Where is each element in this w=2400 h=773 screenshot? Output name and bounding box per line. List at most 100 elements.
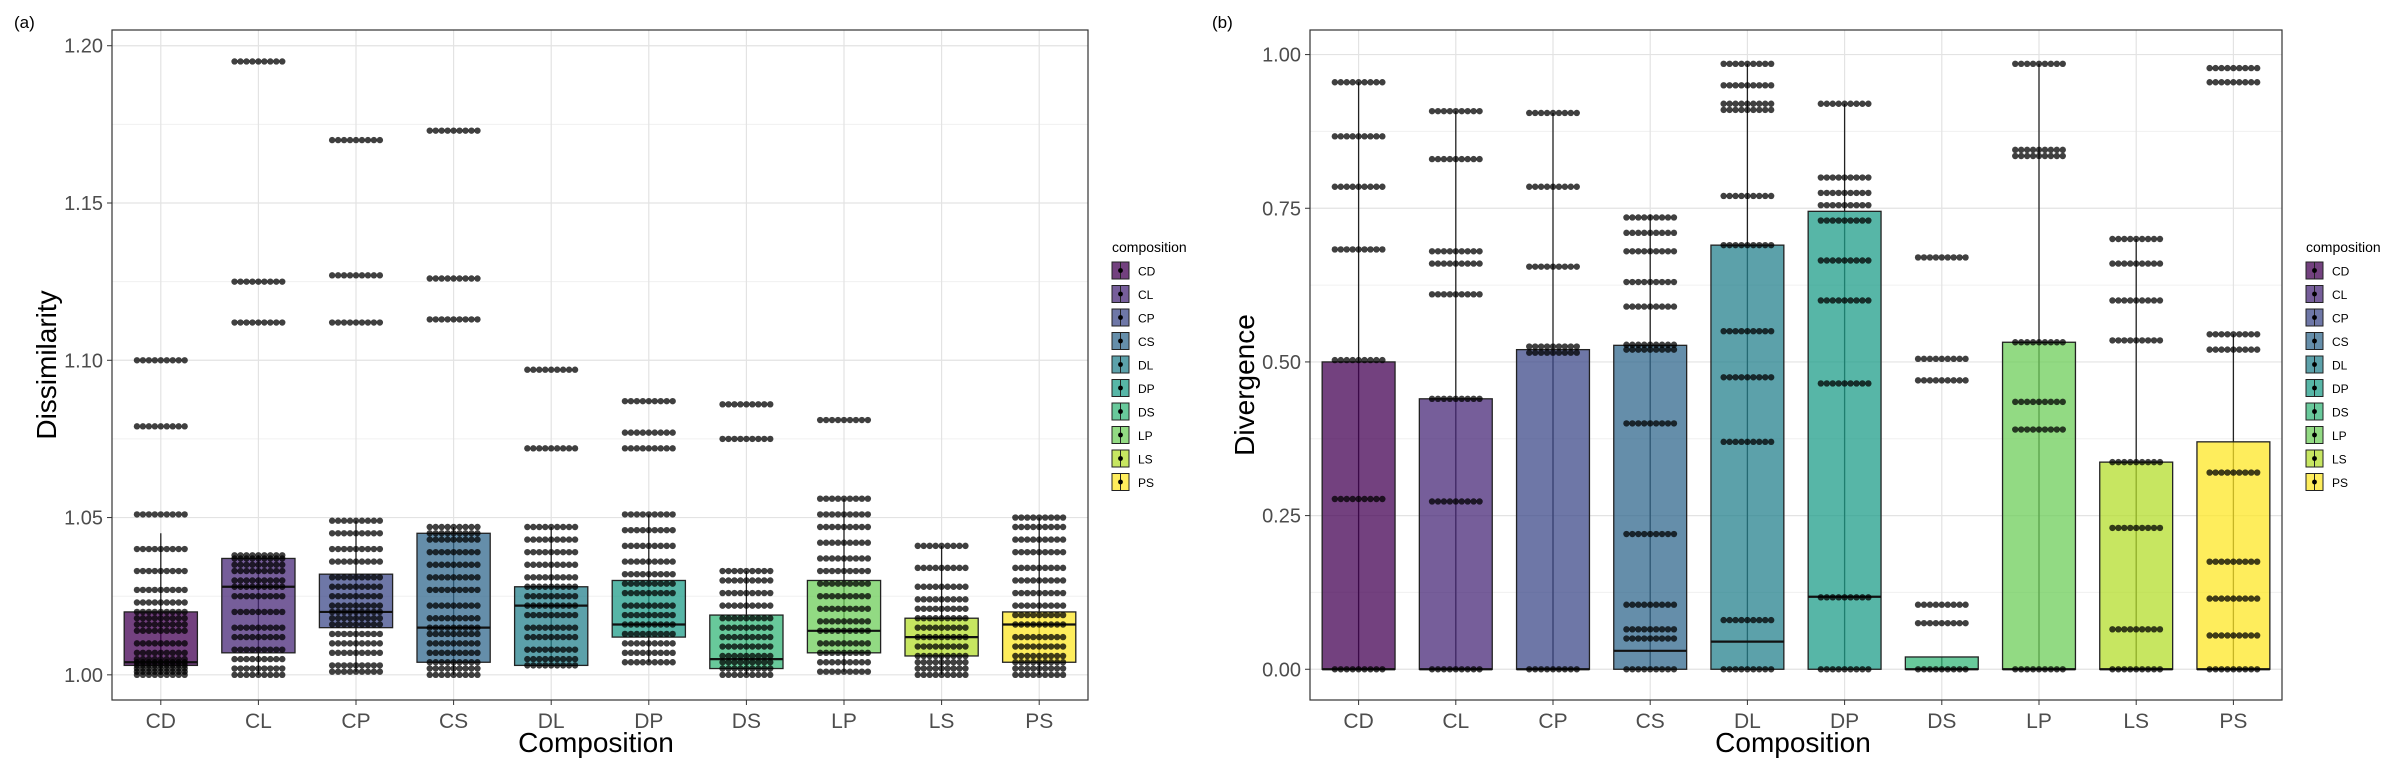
data-point (334, 668, 342, 675)
data-point (1036, 548, 1043, 556)
data-point (621, 429, 629, 436)
data-point (1744, 374, 1751, 381)
data-point (462, 548, 469, 556)
data-point (737, 435, 744, 443)
data-point (1458, 107, 1465, 115)
data-point (231, 646, 238, 653)
data-point (1458, 666, 1465, 673)
data-point (548, 583, 555, 590)
data-point (139, 423, 147, 430)
data-point (1373, 79, 1380, 86)
data-point (279, 278, 286, 285)
box-ds (1904, 254, 1979, 673)
data-point (737, 401, 744, 408)
data-point (279, 646, 286, 653)
data-point (261, 646, 268, 653)
data-point (237, 608, 244, 616)
data-point (1738, 192, 1745, 200)
data-point (950, 671, 957, 679)
data-point (243, 561, 250, 568)
data-point (1926, 601, 1934, 608)
data-point (1018, 671, 1025, 679)
data-point (1944, 355, 1951, 363)
data-point (2206, 558, 2213, 565)
data-point (2121, 626, 2128, 633)
data-point (370, 630, 378, 638)
data-point (1041, 589, 1049, 597)
data-point (438, 275, 445, 282)
data-point (1434, 248, 1442, 255)
data-point (237, 552, 244, 559)
data-point (565, 633, 573, 641)
data-point (645, 659, 652, 666)
data-point (749, 615, 756, 622)
data-point (1847, 174, 1854, 181)
data-point (1452, 291, 1460, 298)
data-point (456, 316, 463, 323)
data-point (1859, 297, 1866, 304)
data-point (249, 592, 256, 600)
data-point (553, 602, 561, 609)
data-point (2224, 64, 2231, 72)
data-point (231, 561, 238, 568)
data-point (1018, 633, 1025, 641)
data-point (651, 611, 658, 619)
data-point (352, 630, 360, 638)
data-point (157, 511, 164, 518)
data-point (474, 586, 481, 594)
data-point (663, 630, 670, 638)
data-point (364, 621, 372, 628)
data-point (2047, 339, 2055, 346)
data-point (438, 530, 445, 537)
data-point (1367, 356, 1374, 364)
data-point (755, 624, 762, 631)
data-point (767, 589, 774, 597)
data-point (468, 548, 475, 556)
data-point (1543, 343, 1551, 350)
data-point (914, 542, 921, 550)
data-point (334, 630, 342, 638)
data-point (627, 621, 635, 628)
data-point (1543, 349, 1551, 356)
data-point (767, 567, 774, 575)
data-point (767, 652, 774, 660)
data-point (1446, 498, 1454, 505)
data-point (462, 127, 469, 134)
data-point (340, 640, 348, 647)
data-point (243, 58, 250, 65)
data-point (725, 665, 732, 672)
data-point (328, 319, 336, 326)
box-body (1515, 348, 1591, 670)
data-point (761, 401, 768, 408)
data-point (2035, 398, 2043, 406)
data-point (828, 640, 836, 647)
data-point (1835, 297, 1842, 304)
data-point (1543, 666, 1551, 673)
data-point (1059, 564, 1067, 572)
data-point (1036, 514, 1043, 521)
data-point (163, 357, 170, 364)
data-point (2138, 235, 2146, 243)
data-point (145, 627, 153, 634)
data-point (334, 545, 342, 553)
data-point (1428, 291, 1436, 298)
data-point (1652, 341, 1660, 348)
data-point (1428, 155, 1436, 163)
data-point (261, 561, 268, 568)
box-ls (904, 542, 979, 679)
data-point (755, 643, 762, 650)
data-point (267, 633, 274, 641)
data-point (749, 435, 756, 443)
data-point (1053, 611, 1061, 619)
data-point (1053, 589, 1061, 597)
data-point (468, 523, 475, 531)
data-point (548, 561, 555, 568)
data-point (426, 665, 433, 672)
data-point (1343, 183, 1350, 190)
data-point (645, 429, 652, 436)
data-point (1012, 589, 1019, 597)
data-point (462, 530, 469, 537)
data-point (456, 630, 463, 638)
data-point (426, 659, 433, 666)
data-point (462, 574, 469, 581)
